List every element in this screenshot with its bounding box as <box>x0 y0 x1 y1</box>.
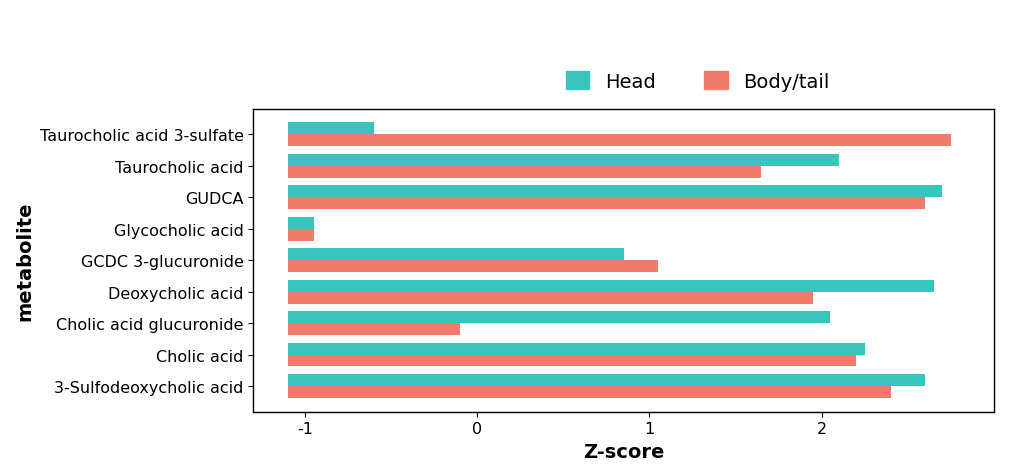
Bar <box>288 155 838 167</box>
Y-axis label: metabolite: metabolite <box>15 201 34 320</box>
Bar <box>288 355 857 367</box>
Legend: Head, Body/tail: Head, Body/tail <box>558 65 837 99</box>
Bar <box>288 311 830 323</box>
Bar <box>288 343 865 355</box>
Bar <box>288 292 813 304</box>
X-axis label: Z-score: Z-score <box>583 442 664 461</box>
Bar <box>288 217 314 229</box>
Bar <box>288 229 314 241</box>
Bar <box>288 280 933 292</box>
Bar <box>288 323 460 335</box>
Bar <box>288 248 624 260</box>
Bar <box>288 260 658 273</box>
Bar <box>288 186 942 198</box>
Bar <box>288 135 950 147</box>
Bar <box>288 198 925 210</box>
Bar <box>288 386 891 398</box>
Bar <box>288 374 925 386</box>
Bar <box>288 123 374 135</box>
Bar <box>288 167 762 178</box>
